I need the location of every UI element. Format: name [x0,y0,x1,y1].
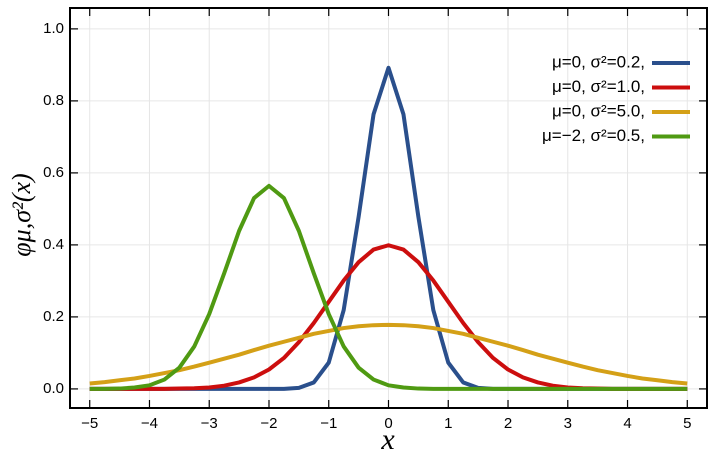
legend-label: μ=0, σ²=0.2, [552,52,645,71]
x-tick-label: 0 [384,415,392,432]
y-tick-label: 0.4 [43,236,64,253]
plot-frame [69,7,708,409]
x-tick-label: 5 [683,415,691,432]
legend-label: μ=0, σ²=1.0, [552,77,645,96]
y-tick-label: 0.6 [43,164,64,181]
x-axis-label: x [380,423,395,456]
x-tick-label: −1 [320,415,337,432]
y-tick-label: 0.2 [43,308,64,325]
y-tick-label: 0.0 [43,380,64,397]
legend-label: μ=−2, σ²=0.5, [542,126,645,145]
legend-label: μ=0, σ²=5.0, [552,101,645,120]
x-tick-label: 3 [564,415,572,432]
x-tick-label: −5 [81,415,98,432]
y-axis-label: φμ,σ²(x) [7,173,36,256]
y-tick-label: 1.0 [43,20,64,37]
x-tick-label: −4 [141,415,158,432]
x-tick-label: 1 [444,415,452,432]
series-line [89,183,688,391]
series-line [89,322,688,386]
x-tick-label: 4 [623,415,631,432]
x-tick-label: −2 [260,415,277,432]
x-tick-label: −3 [201,415,218,432]
y-tick-label: 0.8 [43,92,64,109]
x-tick-label: 2 [504,415,512,432]
